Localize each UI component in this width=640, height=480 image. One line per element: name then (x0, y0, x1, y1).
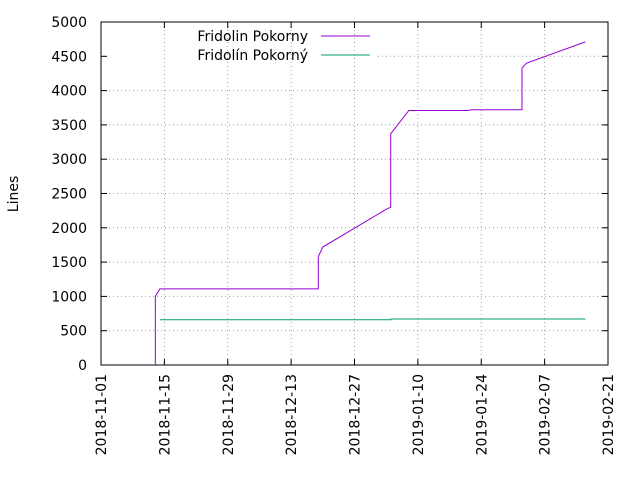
x-tick-label: 2018-11-01 (94, 374, 110, 455)
series-line (154, 41, 586, 365)
x-tick-label: 2019-02-21 (601, 374, 617, 455)
x-tick-label: 2018-11-15 (157, 374, 173, 455)
y-tick-label: 0 (78, 358, 87, 374)
y-tick-label: 4500 (51, 49, 87, 65)
y-tick-label: 2500 (51, 187, 87, 203)
x-tick-label: 2018-12-13 (284, 374, 300, 455)
legend-label: Fridolin Pokorny (197, 29, 308, 45)
y-tick-label: 3500 (51, 118, 87, 134)
series-lines (154, 41, 586, 365)
axes: 0 500 1000 1500 2000 2500 3000 3500 4000 4500 5000… (51, 15, 617, 455)
x-tick-label: 2019-01-10 (411, 374, 427, 455)
y-tick-label: 5000 (51, 15, 87, 31)
x-tick-label: 2019-01-24 (474, 374, 490, 455)
x-tick-label: 2019-02-07 (538, 374, 554, 455)
x-tick-label: 2018-11-29 (221, 374, 237, 455)
y-tick-label: 1000 (51, 289, 87, 305)
grid-lines (101, 22, 608, 365)
y-tick-label: 3000 (51, 152, 87, 168)
y-axis-label: Lines (6, 176, 22, 212)
legend-label: Fridolín Pokorný (197, 48, 308, 64)
y-tick-label: 2000 (51, 221, 87, 237)
legend: Fridolin Pokorny Fridolín Pokorný (197, 29, 370, 64)
y-tick-label: 4000 (51, 84, 87, 100)
y-tick-label: 500 (60, 324, 87, 340)
x-tick-label: 2018-12-27 (348, 374, 364, 455)
y-tick-label: 1500 (51, 255, 87, 271)
series-line (159, 318, 586, 321)
